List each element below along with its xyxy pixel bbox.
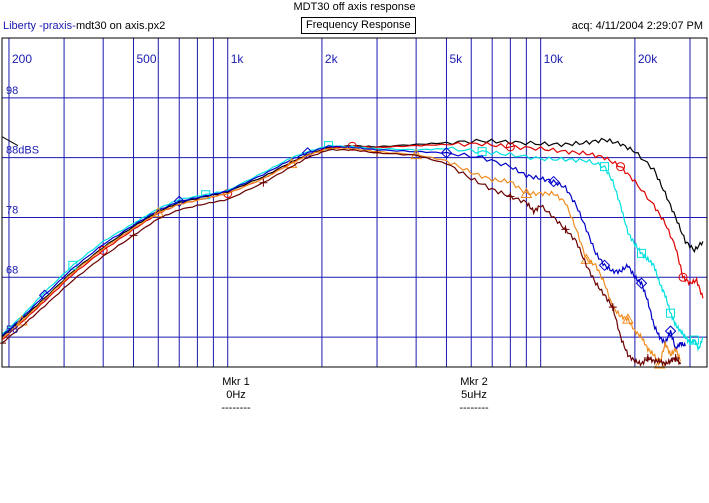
series-5-point bbox=[410, 148, 422, 160]
marker-2-dashes: -------- bbox=[459, 402, 489, 414]
series-6-point bbox=[561, 225, 570, 234]
series-5 bbox=[1, 147, 682, 369]
series-6-point bbox=[643, 354, 652, 363]
series-5-point bbox=[520, 187, 533, 199]
series-3-point bbox=[637, 248, 647, 258]
series-3-point bbox=[600, 162, 610, 172]
x-tick-label: 2k bbox=[325, 52, 339, 66]
series-2-point bbox=[678, 272, 688, 282]
series-3-point bbox=[689, 335, 699, 345]
y-tick-label: 88dBS bbox=[6, 145, 39, 157]
series-4-point bbox=[173, 195, 185, 208]
marker-1-dashes: -------- bbox=[221, 402, 251, 414]
series-6 bbox=[0, 148, 682, 367]
marker-1-label: Mkr 1 bbox=[222, 376, 250, 388]
series-2-line bbox=[1, 141, 704, 341]
acquisition-timestamp: acq: 4/11/2004 2:29:07 PM bbox=[571, 20, 703, 32]
y-tick-label: 98 bbox=[6, 85, 18, 97]
marker-1: Mkr 1 0Hz -------- bbox=[206, 376, 266, 415]
series-5-point bbox=[285, 157, 298, 169]
series-3-point bbox=[666, 308, 676, 318]
series-6-point bbox=[373, 148, 382, 157]
x-tick-label: 200 bbox=[12, 52, 32, 66]
y-tick-label: 58 bbox=[6, 324, 18, 336]
series-1-line bbox=[1, 137, 704, 338]
series-2 bbox=[1, 141, 704, 341]
x-tick-label: 500 bbox=[137, 52, 157, 66]
series-5-point bbox=[152, 206, 165, 218]
series-4-point bbox=[664, 325, 677, 337]
x-tick-label: 20k bbox=[638, 52, 658, 66]
x-tick-label: 10k bbox=[544, 52, 564, 66]
series-6-point bbox=[506, 192, 515, 201]
series-2-point bbox=[505, 142, 515, 152]
marker-2-value: 5uHz bbox=[461, 389, 487, 401]
x-tick-label: 1k bbox=[231, 52, 245, 66]
plot-frame bbox=[1, 37, 708, 368]
series-5-point bbox=[622, 313, 634, 324]
series-2-point bbox=[98, 245, 108, 255]
reference-level-mark bbox=[1, 136, 19, 147]
chart-title: MDT30 off axis response bbox=[293, 1, 416, 13]
y-tick-label: 78 bbox=[6, 204, 18, 216]
series-6-point bbox=[671, 354, 680, 363]
series-4-point bbox=[635, 277, 648, 289]
series-4-point bbox=[598, 259, 611, 272]
marker-1-value: 0Hz bbox=[226, 389, 246, 401]
series-6-line bbox=[1, 148, 682, 367]
series-4-line bbox=[1, 145, 686, 352]
y-tick-label: 68 bbox=[6, 264, 18, 276]
grid bbox=[2, 38, 707, 367]
file-name: mdt30 on axis.px2 bbox=[76, 20, 166, 32]
series-6-point bbox=[129, 231, 138, 240]
series-4-point bbox=[547, 175, 560, 188]
series-4-point bbox=[38, 289, 51, 301]
tick-labels: 200 500 1k 2k 5k 10k 20k 98 88dBS 78 68 58 bbox=[1, 52, 658, 336]
series-6-point bbox=[259, 178, 268, 187]
x-tick-label: 5k bbox=[449, 52, 463, 66]
marker-2-label: Mkr 2 bbox=[460, 376, 488, 388]
series-6-point bbox=[608, 303, 617, 312]
series-1 bbox=[1, 137, 704, 338]
series-3-line bbox=[1, 144, 704, 352]
series-4-point bbox=[440, 147, 453, 159]
series-layer bbox=[0, 137, 704, 369]
series-5-line bbox=[1, 147, 682, 367]
app-name: Liberty -praxis- bbox=[3, 20, 76, 32]
series-5-point bbox=[16, 314, 28, 326]
marker-2: Mkr 2 5uHz -------- bbox=[444, 376, 504, 415]
series-2-point bbox=[616, 162, 626, 172]
mode-button[interactable]: Frequency Response bbox=[301, 17, 416, 34]
series-4 bbox=[1, 145, 686, 352]
